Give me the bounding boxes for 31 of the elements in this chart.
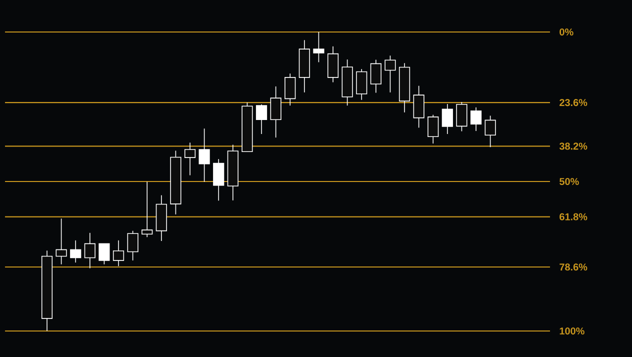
candlestick [56,218,67,265]
candlestick [127,230,138,261]
candlestick [284,73,296,106]
candlestick [84,232,96,269]
candlestick [213,158,224,202]
candlestick [98,243,110,265]
candlestick [327,46,339,83]
candlestick [470,106,482,132]
candlestick [270,86,282,138]
candlestick [256,104,268,134]
candlestick [198,128,210,182]
candlestick [142,181,153,238]
text: 100% [560,327,584,335]
candlestick [70,240,82,263]
text: 38.2% [559,142,588,150]
candlestick [356,68,368,100]
candlestick [484,115,496,148]
candlestick [428,114,439,144]
candlestick [184,142,196,176]
text: 78.6% [560,263,588,271]
candlestick [442,104,453,134]
candlestick [456,102,468,132]
text: 0% [560,28,574,36]
text: 23.6% [560,99,588,106]
text: 50% [560,178,579,186]
candlestick [112,240,124,267]
candlestick [370,59,382,94]
text: 61.8% [560,213,588,220]
candlestick [384,55,396,93]
candlestick [313,32,324,63]
candlestick [413,85,424,128]
